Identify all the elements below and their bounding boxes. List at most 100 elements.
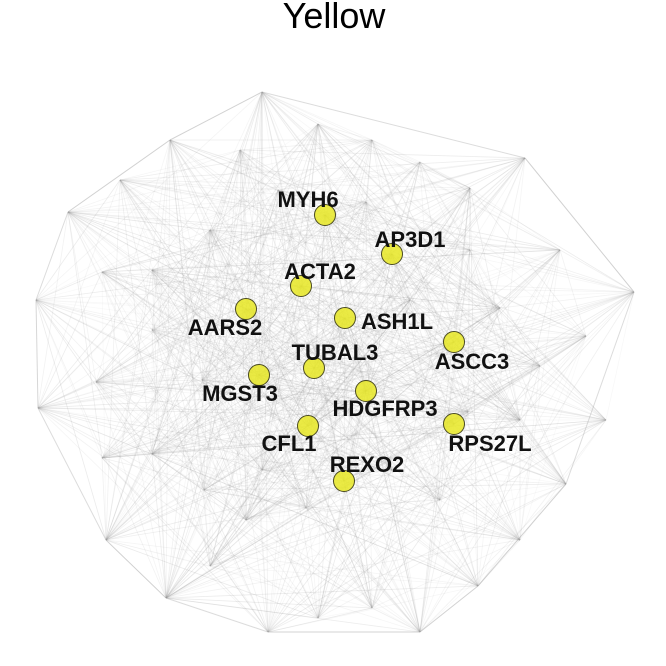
network-edge	[317, 123, 471, 251]
network-edge	[419, 291, 635, 633]
network-edge	[365, 201, 393, 471]
network-edge	[151, 269, 393, 471]
network-edge	[165, 585, 479, 599]
network-edge	[165, 597, 269, 633]
network-edge	[203, 249, 561, 491]
network-edge	[365, 291, 635, 392]
network-edge	[245, 308, 373, 609]
network-edge	[165, 597, 319, 619]
network-edge	[313, 187, 471, 369]
network-edge	[165, 285, 302, 599]
network-edge	[343, 249, 561, 482]
network-edge	[469, 249, 521, 541]
network-edge	[35, 299, 521, 541]
network-edge	[371, 139, 521, 421]
network-edge	[165, 187, 471, 599]
network-edge	[605, 291, 635, 421]
network-edge	[365, 139, 373, 203]
network-edge	[365, 201, 455, 343]
network-edge	[101, 271, 263, 471]
network-edge	[151, 453, 521, 541]
network-edge	[469, 249, 521, 421]
network-edge	[67, 211, 561, 251]
network-edge	[119, 179, 587, 337]
network-edge	[499, 307, 607, 421]
network-edge	[239, 149, 521, 541]
network-edge	[277, 189, 319, 619]
network-edge	[95, 157, 526, 383]
network-edge	[151, 229, 211, 455]
network-edge	[317, 390, 367, 619]
network-edge	[67, 211, 393, 471]
network-edge	[261, 341, 455, 471]
network-edge	[305, 390, 367, 509]
network-edge	[371, 139, 469, 413]
network-edge	[67, 211, 345, 482]
network-edge	[519, 291, 635, 421]
network-edge	[101, 271, 309, 427]
network-edge	[300, 285, 373, 609]
network-edge	[371, 139, 587, 337]
network-edge	[165, 597, 421, 633]
network-edge	[305, 161, 421, 509]
network-edge	[105, 539, 211, 567]
network-edge	[203, 253, 393, 491]
network-edge	[209, 229, 501, 309]
network-edge	[453, 249, 471, 343]
network-edge	[239, 149, 309, 427]
network-edge	[409, 299, 501, 309]
network-edge	[105, 201, 367, 541]
network-edge	[245, 507, 307, 521]
network-edge	[37, 390, 367, 409]
network-edge	[300, 285, 501, 309]
network-edge	[151, 157, 526, 331]
network-edge	[35, 299, 541, 367]
network-edge	[169, 139, 393, 471]
network-edge	[324, 214, 367, 392]
network-edge	[119, 179, 307, 509]
network-edge	[37, 407, 469, 413]
network-edge	[391, 469, 479, 587]
network-edge	[151, 329, 263, 471]
network-edge	[151, 253, 393, 271]
network-edge	[101, 271, 587, 337]
network-edge	[35, 299, 153, 455]
network-edge	[245, 308, 587, 337]
network-edge	[95, 381, 521, 421]
network-edge	[258, 189, 279, 376]
network-edge	[239, 149, 279, 191]
network-edge	[245, 299, 411, 310]
network-edge	[201, 379, 421, 633]
network-edge	[201, 201, 367, 381]
network-edge	[317, 307, 501, 619]
network-edge	[245, 469, 263, 521]
network-edge	[419, 585, 479, 633]
network-edge	[37, 374, 260, 409]
network-edge	[67, 211, 521, 421]
network-edge	[169, 91, 263, 141]
network-edge	[35, 285, 302, 301]
network-edge	[519, 335, 587, 421]
network-edge	[313, 367, 607, 421]
network-edge	[95, 381, 307, 509]
network-edge	[324, 161, 421, 216]
network-edge	[165, 489, 205, 599]
network-edge	[119, 179, 247, 521]
network-edge	[151, 453, 307, 509]
network-edge	[35, 299, 103, 459]
network-edge	[105, 179, 121, 541]
network-edge	[67, 211, 455, 425]
network-edge	[165, 374, 260, 599]
network-edge	[209, 157, 526, 567]
network-edge	[258, 374, 455, 425]
network-edge	[261, 91, 607, 421]
network-edge	[317, 123, 393, 255]
network-edge	[151, 139, 171, 455]
network-edge	[305, 499, 441, 509]
network-edge	[391, 157, 526, 471]
network-edge	[365, 390, 607, 421]
network-edge	[300, 285, 607, 421]
network-edge	[35, 299, 39, 409]
network-edge	[203, 367, 315, 491]
network-edge	[101, 271, 302, 287]
